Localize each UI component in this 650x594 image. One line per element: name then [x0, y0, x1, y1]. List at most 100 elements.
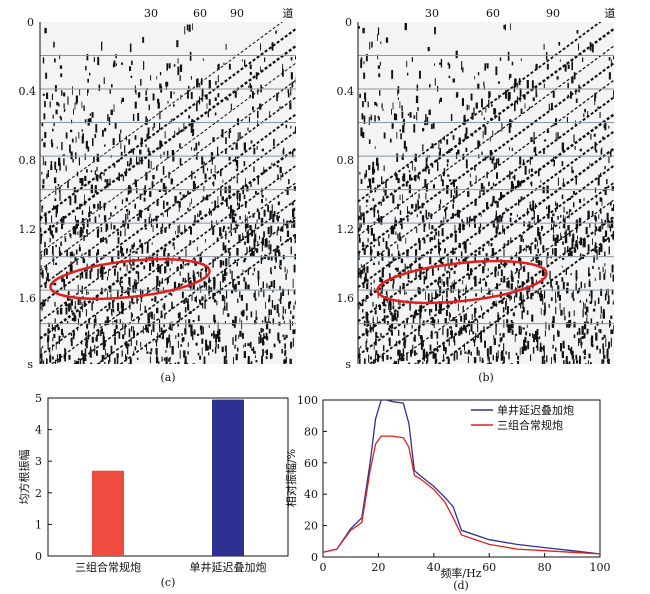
seismic-wiggle — [553, 334, 555, 342]
seismic-wiggle — [80, 299, 82, 305]
seismic-wiggle — [478, 350, 480, 356]
seismic-wiggle — [601, 359, 603, 364]
seismic-wiggle — [213, 278, 216, 286]
seismic-wiggle — [459, 290, 461, 293]
seismic-wiggle — [93, 325, 95, 329]
seismic-wiggle — [366, 322, 368, 327]
seismic-wiggle — [197, 213, 199, 218]
seismic-wiggle — [136, 155, 138, 164]
seismic-wiggle — [202, 196, 205, 201]
seismic-wiggle — [129, 66, 132, 71]
seismic-wiggle — [498, 344, 501, 347]
seismic-wiggle — [230, 232, 232, 237]
seismic-wiggle — [179, 224, 181, 234]
seismic-wiggle — [395, 231, 397, 235]
seismic-wiggle — [455, 152, 458, 159]
seismic-wiggle — [203, 326, 204, 335]
seismic-wiggle — [535, 146, 537, 156]
seismic-wiggle — [199, 300, 202, 305]
seismic-wiggle — [474, 275, 477, 285]
seismic-wiggle — [159, 334, 161, 338]
seismic-wiggle — [405, 146, 408, 152]
seismic-wiggle — [511, 276, 514, 282]
seismic-wiggle — [502, 224, 504, 229]
seismic-wiggle — [582, 350, 584, 354]
seismic-wiggle — [555, 118, 558, 126]
seismic-wiggle — [208, 352, 210, 356]
seismic-wiggle — [260, 217, 264, 226]
seismic-wiggle — [172, 242, 175, 246]
seismic-wiggle — [132, 285, 134, 293]
seismic-wiggle — [508, 76, 510, 80]
seismic-wiggle — [162, 183, 166, 192]
seismic-wiggle — [268, 294, 271, 302]
caption-c: (c) — [161, 576, 176, 589]
seismic-wiggle — [539, 346, 542, 353]
seismic-wiggle — [170, 118, 172, 124]
seismic-wiggle — [81, 135, 84, 144]
seismic-wiggle — [370, 246, 372, 253]
seismic-wiggle — [409, 174, 412, 181]
seismic-wiggle — [576, 331, 579, 336]
seismic-wiggle — [404, 23, 407, 31]
seismic-wiggle — [546, 355, 548, 363]
seismic-wiggle — [234, 90, 237, 98]
seismic-wiggle — [72, 159, 74, 163]
seismic-wiggle — [560, 232, 562, 239]
seismic-wiggle — [261, 148, 264, 152]
seismic-wiggle — [127, 347, 129, 355]
seismic-wiggle — [75, 136, 77, 143]
seismic-wiggle — [214, 165, 216, 173]
seismic-wiggle — [613, 300, 614, 303]
seismic-wiggle — [149, 191, 152, 197]
seismic-wiggle — [87, 78, 89, 83]
seismic-wiggle — [187, 207, 189, 211]
seismic-wiggle — [48, 322, 50, 327]
seismic-wiggle — [415, 203, 417, 209]
seismic-wiggle — [413, 124, 416, 133]
seismic-wiggle — [45, 72, 48, 79]
seismic-wiggle — [610, 220, 614, 228]
seismic-wiggle — [192, 320, 195, 323]
seismic-wiggle — [535, 63, 538, 70]
seismic-wiggle — [447, 257, 449, 266]
seismic-wiggle — [551, 357, 552, 364]
seismic-wiggle — [392, 305, 395, 310]
seismic-wiggle — [602, 221, 604, 230]
seismic-wiggle — [555, 201, 557, 206]
seismic-wiggle — [382, 238, 385, 242]
seismic-wiggle — [233, 322, 236, 328]
series-line-1 — [323, 400, 600, 555]
seismic-wiggle — [226, 197, 228, 207]
seismic-wiggle — [549, 270, 551, 280]
seismic-wiggle — [84, 119, 87, 124]
seismic-wiggle — [358, 355, 361, 359]
chart-d-xtick-label: 60 — [482, 561, 496, 574]
seismic-wiggle — [552, 344, 554, 349]
seismic-wiggle — [140, 342, 142, 348]
seismic-wiggle — [569, 247, 572, 256]
seismic-wiggle — [102, 344, 105, 350]
seismic-wiggle — [214, 174, 216, 180]
seismic-wiggle — [130, 357, 132, 364]
seismic-wiggle — [162, 330, 164, 340]
seismic-wiggle — [289, 358, 292, 364]
seismic-wiggle — [237, 201, 239, 206]
seismic-wiggle — [149, 263, 152, 271]
seismic-wiggle — [509, 119, 512, 128]
seismic-wiggle — [364, 98, 367, 103]
seismic-wiggle — [260, 327, 263, 333]
seismic-wiggle — [466, 104, 468, 111]
seismic-wiggle — [266, 349, 268, 356]
seismic-wiggle — [257, 240, 259, 245]
seismic-wiggle — [536, 336, 539, 342]
seismic-wiggle — [548, 205, 551, 214]
seismic-wiggle — [540, 308, 542, 315]
seismic-wiggle — [370, 356, 372, 360]
seismic-wiggle — [294, 301, 296, 305]
seismic-wiggle — [509, 147, 510, 151]
seismic-wiggle — [399, 194, 401, 201]
seismic-wiggle — [388, 234, 390, 239]
seismic-wiggle — [503, 243, 506, 247]
seismic-wiggle — [562, 241, 564, 245]
